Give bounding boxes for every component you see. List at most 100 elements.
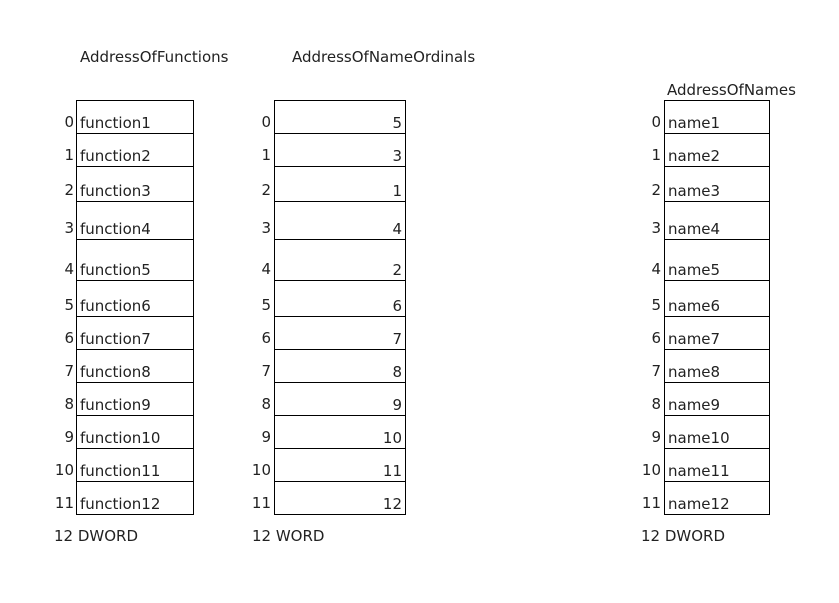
row-index: 10 — [251, 461, 271, 479]
table-row: function12 — [77, 482, 193, 515]
row-index: 7 — [261, 362, 271, 380]
row-index: 11 — [54, 494, 74, 512]
table-row: name10 — [665, 416, 769, 449]
table-row: name6 — [665, 281, 769, 317]
cell-value: function7 — [80, 330, 151, 348]
table-row: 1 — [275, 167, 405, 202]
cell-value: 11 — [382, 462, 402, 480]
table-row: function3 — [77, 167, 193, 202]
row-index: 8 — [64, 395, 74, 413]
table-footer: 12 WORD — [252, 527, 325, 545]
array-table: 5 3 1 4 2 6 7 8 9 10 11 12 — [274, 100, 406, 515]
table-row: name5 — [665, 240, 769, 281]
table-row: function4 — [77, 202, 193, 240]
table-row: 7 — [275, 317, 405, 350]
table-row: name8 — [665, 350, 769, 383]
table-row: function5 — [77, 240, 193, 281]
row-index: 11 — [641, 494, 661, 512]
cell-value: name2 — [668, 147, 721, 165]
cell-value: name3 — [668, 182, 721, 200]
row-index: 4 — [651, 260, 661, 278]
cell-value: 8 — [392, 363, 402, 381]
cell-value: 3 — [392, 147, 402, 165]
table-row: name1 — [665, 101, 769, 134]
table-row: name11 — [665, 449, 769, 482]
row-index: 3 — [261, 219, 271, 237]
table-title: AddressOfNames — [667, 81, 796, 99]
table-row: 5 — [275, 101, 405, 134]
table-row: name9 — [665, 383, 769, 416]
table-row: name3 — [665, 167, 769, 202]
cell-value: name10 — [668, 429, 730, 447]
cell-value: function2 — [80, 147, 151, 165]
table-row: function7 — [77, 317, 193, 350]
row-index: 9 — [651, 428, 661, 446]
row-index: 4 — [64, 260, 74, 278]
cell-value: function9 — [80, 396, 151, 414]
cell-value: function3 — [80, 182, 151, 200]
table-row: 9 — [275, 383, 405, 416]
table-row: name4 — [665, 202, 769, 240]
table-row: 2 — [275, 240, 405, 281]
cell-value: function5 — [80, 261, 151, 279]
table-row: 11 — [275, 449, 405, 482]
row-index: 6 — [651, 329, 661, 347]
row-index: 2 — [64, 181, 74, 199]
cell-value: name8 — [668, 363, 721, 381]
cell-value: 1 — [392, 182, 402, 200]
row-index: 2 — [261, 181, 271, 199]
row-index: 4 — [261, 260, 271, 278]
table-title: AddressOfNameOrdinals — [292, 48, 476, 66]
cell-value: name1 — [668, 114, 721, 132]
cell-value: 10 — [382, 429, 402, 447]
table-row: function1 — [77, 101, 193, 134]
cell-value: 4 — [392, 220, 402, 238]
row-index: 6 — [261, 329, 271, 347]
row-index: 5 — [64, 296, 74, 314]
row-index: 3 — [651, 219, 661, 237]
table-row: function2 — [77, 134, 193, 167]
table-row: name7 — [665, 317, 769, 350]
row-index: 9 — [261, 428, 271, 446]
row-index: 3 — [64, 219, 74, 237]
cell-value: name4 — [668, 220, 721, 238]
row-index: 1 — [261, 146, 271, 164]
cell-value: name7 — [668, 330, 721, 348]
array-table: name1 name2 name3 name4 name5 name6 name7 name8… — [664, 100, 770, 515]
row-index: 10 — [54, 461, 74, 479]
row-index: 5 — [261, 296, 271, 314]
table-row: 3 — [275, 134, 405, 167]
row-index: 6 — [64, 329, 74, 347]
table-row: function10 — [77, 416, 193, 449]
row-index: 2 — [651, 181, 661, 199]
row-index: 0 — [64, 113, 74, 131]
cell-value: 7 — [392, 330, 402, 348]
table-row: 12 — [275, 482, 405, 515]
table-row: name12 — [665, 482, 769, 515]
cell-value: 5 — [392, 114, 402, 132]
cell-value: function12 — [80, 495, 161, 513]
row-index: 0 — [651, 113, 661, 131]
row-index: 8 — [651, 395, 661, 413]
cell-value: function8 — [80, 363, 151, 381]
table-footer: 12 DWORD — [54, 527, 139, 545]
table-row: 4 — [275, 202, 405, 240]
cell-value: 12 — [382, 495, 402, 513]
table-row: 6 — [275, 281, 405, 317]
row-index: 0 — [261, 113, 271, 131]
table-row: function6 — [77, 281, 193, 317]
cell-value: name9 — [668, 396, 721, 414]
array-table: function1 function2 function3 function4 func… — [76, 100, 194, 515]
cell-value: name12 — [668, 495, 730, 513]
row-index: 1 — [64, 146, 74, 164]
cell-value: 6 — [392, 297, 402, 315]
row-index: 8 — [261, 395, 271, 413]
table-row: 8 — [275, 350, 405, 383]
table-row: name2 — [665, 134, 769, 167]
cell-value: name6 — [668, 297, 721, 315]
table-row: 10 — [275, 416, 405, 449]
cell-value: name11 — [668, 462, 730, 480]
cell-value: function11 — [80, 462, 161, 480]
row-index: 5 — [651, 296, 661, 314]
row-index: 9 — [64, 428, 74, 446]
